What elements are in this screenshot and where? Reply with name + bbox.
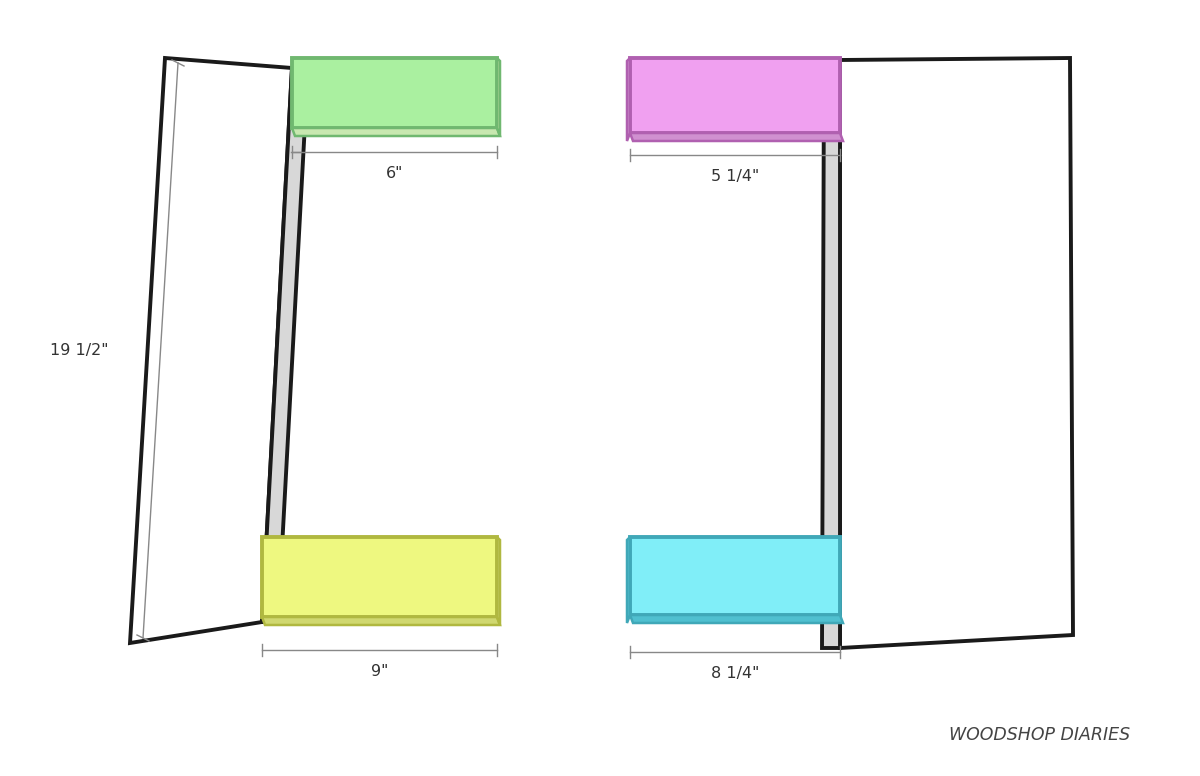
Polygon shape	[262, 68, 308, 622]
Polygon shape	[822, 60, 840, 648]
Polygon shape	[630, 537, 840, 615]
Text: 5 1/4": 5 1/4"	[710, 169, 760, 184]
Text: 6": 6"	[386, 166, 403, 181]
Polygon shape	[130, 58, 292, 643]
Polygon shape	[497, 58, 500, 136]
Text: WOODSHOP DIARIES: WOODSHOP DIARIES	[949, 726, 1130, 744]
Text: 19 1/2": 19 1/2"	[49, 343, 108, 358]
Polygon shape	[628, 537, 630, 623]
Polygon shape	[628, 58, 630, 141]
Polygon shape	[630, 58, 840, 133]
Polygon shape	[262, 617, 500, 625]
Text: 8 1/4": 8 1/4"	[710, 666, 760, 681]
Text: 9": 9"	[371, 664, 388, 679]
Polygon shape	[292, 58, 497, 128]
Polygon shape	[292, 128, 500, 136]
Polygon shape	[630, 615, 842, 623]
Polygon shape	[262, 537, 497, 617]
Polygon shape	[497, 537, 500, 625]
Polygon shape	[630, 133, 842, 141]
Polygon shape	[840, 58, 1073, 648]
